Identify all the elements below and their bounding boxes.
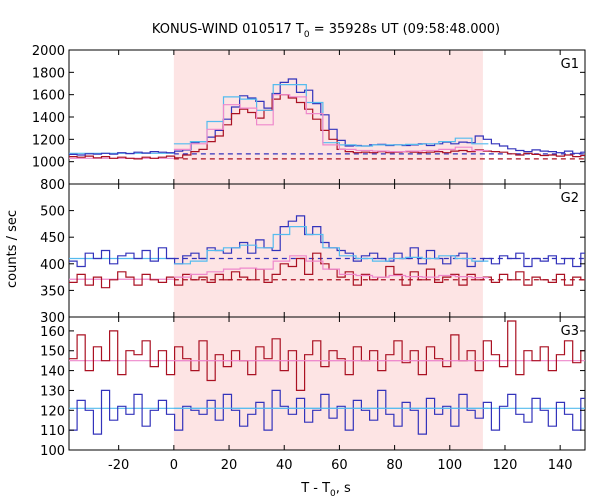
y-tick-label: 110 xyxy=(40,424,65,439)
y-tick-label: 2000 xyxy=(32,44,65,59)
highlight-region xyxy=(173,50,483,184)
x-tick-label: 140 xyxy=(548,458,573,473)
series-line-pink xyxy=(173,255,489,279)
series-line-blue xyxy=(69,78,585,156)
y-tick-label: 150 xyxy=(40,345,65,360)
y-tick-label: 500 xyxy=(40,205,65,220)
x-tick-label: 60 xyxy=(331,458,348,473)
series-line-blue xyxy=(69,215,585,268)
series-line-red xyxy=(69,94,585,160)
y-tick-label: 140 xyxy=(40,365,65,380)
series-line-red xyxy=(69,320,585,391)
x-tick-label: 0 xyxy=(170,458,178,473)
series-line-cyan xyxy=(173,226,489,265)
series-group xyxy=(69,78,585,435)
panel-label: G3 xyxy=(561,324,579,339)
y-tick-label: 160 xyxy=(40,325,65,340)
highlight-region xyxy=(173,317,483,450)
y-tick-label: 800 xyxy=(40,178,65,193)
y-tick-label: 100 xyxy=(40,444,65,459)
y-tick-label: 350 xyxy=(40,284,65,299)
y-tick-label: 1800 xyxy=(32,66,65,81)
x-tick-label: 120 xyxy=(493,458,518,473)
y-tick-label: 400 xyxy=(40,258,65,273)
y-tick-label: 120 xyxy=(40,404,65,419)
y-tick-label: 450 xyxy=(40,231,65,246)
y-tick-label: 130 xyxy=(40,384,65,399)
y-axis-label: counts / sec xyxy=(5,210,20,288)
panel-label: G1 xyxy=(561,57,579,72)
y-tick-label: 1600 xyxy=(32,89,65,104)
tick-group: 800100012001400160018002000G130035040045… xyxy=(32,44,585,473)
panel-frame xyxy=(68,316,586,451)
x-tick-label: 100 xyxy=(437,458,462,473)
series-line-red xyxy=(69,252,585,289)
chart-title: KONUS-WIND 010517 T0 = 35928s UT (09:58:… xyxy=(152,22,500,40)
x-tick-label: 20 xyxy=(221,458,238,473)
y-tick-label: 1400 xyxy=(32,111,65,126)
y-tick-label: 1200 xyxy=(32,133,65,148)
series-line-blue xyxy=(69,389,585,435)
x-tick-label: -20 xyxy=(108,458,129,473)
x-axis-label: T - T0, s xyxy=(300,481,351,499)
y-tick-label: 300 xyxy=(40,311,65,326)
x-tick-label: 40 xyxy=(276,458,293,473)
series-line-pink xyxy=(173,94,489,153)
y-tick-label: 1000 xyxy=(32,156,65,171)
x-tick-label: 80 xyxy=(386,458,403,473)
panel-label: G2 xyxy=(561,191,579,206)
series-line-cyan xyxy=(173,84,489,147)
